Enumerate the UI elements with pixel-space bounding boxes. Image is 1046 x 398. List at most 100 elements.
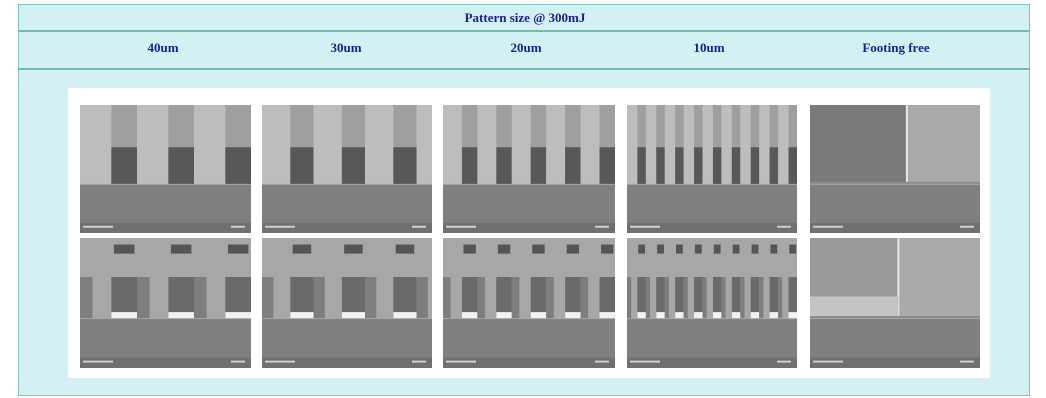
sem-trench <box>565 147 580 184</box>
sem-pillar <box>778 105 788 184</box>
sem-footer-mark <box>231 361 245 363</box>
sem-cap <box>463 245 475 254</box>
sem-cap <box>396 245 415 254</box>
column-header: 20um <box>510 40 541 56</box>
sem-cap <box>676 245 683 254</box>
header-row: 40um 30um 20um 10um Footing free <box>19 32 1029 70</box>
sem-trench <box>290 147 313 184</box>
sem-wall <box>665 277 669 319</box>
sem-wall <box>721 277 725 319</box>
sem-substrate <box>443 184 615 222</box>
sem-wall <box>262 277 273 319</box>
sem-cap <box>114 245 135 254</box>
sem-footer-mark <box>630 361 660 363</box>
sem-pillar <box>137 105 168 184</box>
sem-wall <box>646 277 650 319</box>
sem-footer-mark <box>630 226 660 228</box>
sem-footer <box>80 223 251 233</box>
sem-trench <box>656 147 665 184</box>
sem-footer-mark <box>777 361 791 363</box>
sem-trench-bottom <box>342 312 365 319</box>
sem-trench-bottom <box>694 312 703 319</box>
sem-wall <box>80 277 93 319</box>
sem-cap <box>657 245 664 254</box>
sem-trench <box>713 147 722 184</box>
sem-wall <box>703 277 707 319</box>
sem-trench-bottom <box>168 312 194 319</box>
sem-trench-bottom <box>565 312 580 319</box>
sem-wall <box>759 277 763 319</box>
sem-trench-bottom <box>751 312 760 319</box>
sem-cap <box>638 245 645 254</box>
sem-footer-mark <box>777 226 791 228</box>
sem-wall <box>194 277 207 319</box>
sem-footer <box>443 358 615 368</box>
sem-trench <box>168 147 194 184</box>
sem-wall <box>778 277 782 319</box>
sem-cap <box>789 245 796 254</box>
sem-trench <box>675 147 684 184</box>
sem-trench <box>751 147 760 184</box>
sem-cap <box>695 245 702 254</box>
sem-footer-mark <box>265 361 295 363</box>
sem-pillar <box>314 105 342 184</box>
sem-floor <box>810 297 898 317</box>
sem-substrate <box>810 319 980 358</box>
sem-pillar <box>80 105 111 184</box>
sem-trench-bottom <box>462 312 477 319</box>
sem-substrate <box>627 184 797 222</box>
sem-pillar <box>477 105 496 184</box>
sem-trench-bottom <box>713 312 722 319</box>
sem-pillar <box>262 105 290 184</box>
sem-trench-bottom <box>600 312 615 319</box>
sem-footer <box>627 358 797 368</box>
sem-trench <box>694 147 703 184</box>
sem-cap <box>733 245 740 254</box>
sem-substrate <box>810 184 980 222</box>
sem-wall <box>314 277 325 319</box>
sem-trench <box>637 147 646 184</box>
sem-pillar <box>512 105 531 184</box>
sem-trench-bottom <box>290 312 313 319</box>
sem-images <box>68 88 990 378</box>
sem-trench-bottom <box>496 312 511 319</box>
sem-cap <box>344 245 363 254</box>
sem-wall <box>477 277 485 319</box>
sem-pillar <box>194 105 225 184</box>
sem-substrate <box>627 319 797 358</box>
sem-trench <box>531 147 546 184</box>
sem-block <box>810 105 907 182</box>
sem-footer <box>262 223 432 233</box>
sem-footer-mark <box>813 226 843 228</box>
sem-wall <box>740 277 744 319</box>
sem-footer-mark <box>265 226 295 228</box>
sem-wall <box>546 277 554 319</box>
sem-trench-bottom <box>675 312 684 319</box>
sem-footer-mark <box>83 226 113 228</box>
column-header: 10um <box>693 40 724 56</box>
sem-pillar <box>721 105 731 184</box>
sem-footer-mark <box>446 226 476 228</box>
sem-pillar <box>684 105 694 184</box>
sem-trench <box>732 147 741 184</box>
sem-footer-mark <box>595 226 609 228</box>
sem-trench-bottom <box>770 312 779 319</box>
sem-pillar <box>703 105 713 184</box>
sem-footer-mark <box>446 361 476 363</box>
sem-footer-mark <box>960 226 974 228</box>
sem-footer-mark <box>231 226 245 228</box>
sem-trench-bottom <box>111 312 137 319</box>
sem-footer <box>810 358 980 368</box>
sem-footer-mark <box>412 226 426 228</box>
sem-block <box>907 105 980 182</box>
sem-pillar <box>759 105 769 184</box>
sem-wall <box>365 277 376 319</box>
sem-trench <box>496 147 511 184</box>
table-title: Pattern size @ 300mJ <box>465 10 586 26</box>
column-header: 30um <box>330 40 361 56</box>
sem-trench <box>225 147 251 184</box>
sem-cap <box>714 245 721 254</box>
sem-footer <box>443 223 615 233</box>
sem-trench <box>789 147 798 184</box>
sem-substrate <box>80 184 251 222</box>
